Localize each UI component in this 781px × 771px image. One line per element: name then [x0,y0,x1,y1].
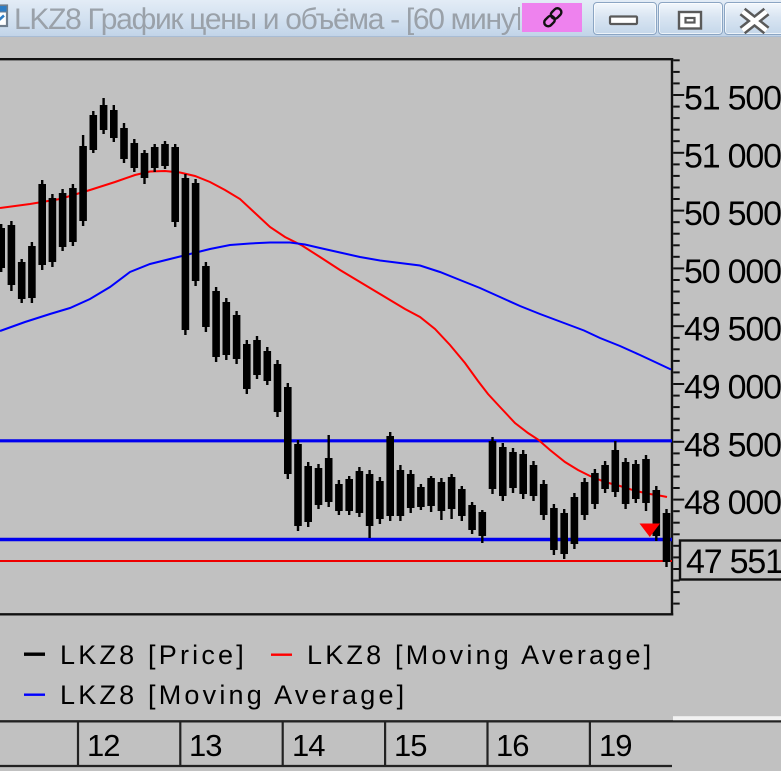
svg-text:50 000: 50 000 [684,253,781,291]
svg-text:51 500: 51 500 [684,80,781,118]
svg-text:19: 19 [599,728,631,763]
svg-text:49 500: 49 500 [684,311,781,349]
svg-text:48 000: 48 000 [684,484,781,522]
svg-text:LKZ8 [Moving Average]: LKZ8 [Moving Average] [307,640,654,670]
svg-text:49 000: 49 000 [684,369,781,407]
svg-text:50 500: 50 500 [684,195,781,233]
svg-text:48 500: 48 500 [684,426,781,464]
svg-text:LKZ8 [Price]: LKZ8 [Price] [60,640,247,670]
svg-text:LKZ8 [Moving Average]: LKZ8 [Moving Average] [60,680,407,710]
svg-text:16: 16 [496,728,528,763]
svg-text:15: 15 [394,728,426,763]
svg-text:13: 13 [189,728,221,763]
svg-text:12: 12 [87,728,119,763]
svg-text:51 000: 51 000 [684,137,781,175]
svg-text:14: 14 [292,728,325,763]
svg-text:47 551: 47 551 [686,543,781,581]
